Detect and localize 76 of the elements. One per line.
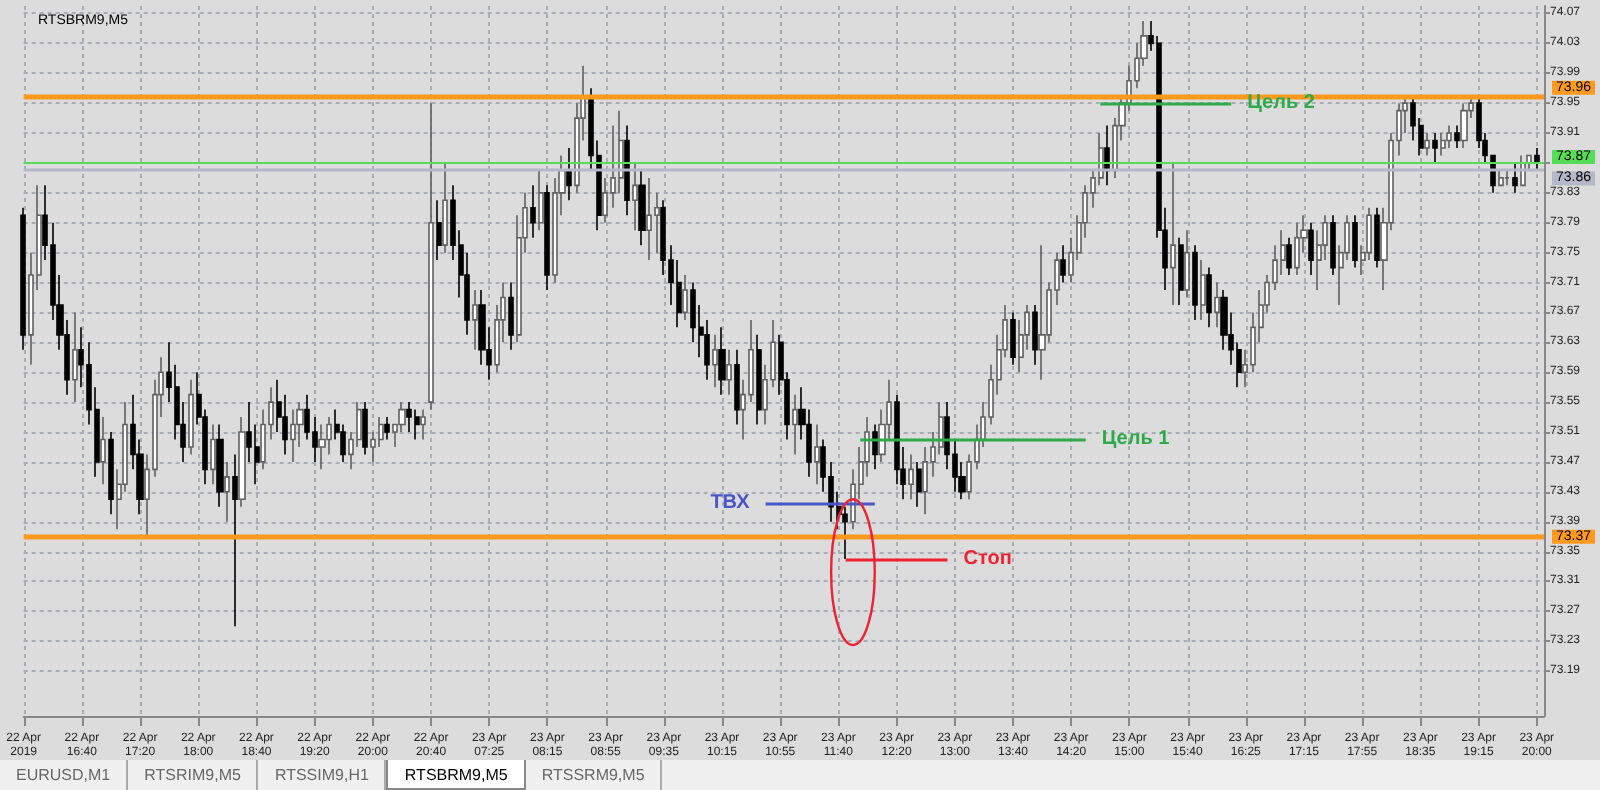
candlestick xyxy=(384,416,390,441)
candlestick xyxy=(718,326,726,396)
candlestick xyxy=(1200,259,1206,321)
candlestick xyxy=(624,124,630,217)
candlestick xyxy=(1432,132,1438,164)
ref-line-label: ТВХ xyxy=(710,492,751,514)
candlestick xyxy=(1534,147,1540,172)
candlestick xyxy=(734,348,740,426)
candlestick xyxy=(712,334,718,388)
text: RTSRIM9,M5 xyxy=(128,760,259,790)
candlestick xyxy=(210,423,216,486)
candlestick xyxy=(1440,132,1446,157)
candlestick xyxy=(638,169,646,246)
text: RTSBRM9,M5 xyxy=(386,760,526,790)
candlestick xyxy=(436,199,442,261)
candlestick xyxy=(646,177,652,261)
candlestick xyxy=(814,423,820,486)
candlestick xyxy=(756,334,762,426)
candlestick xyxy=(224,461,230,523)
candlestick xyxy=(1424,132,1430,157)
candlestick xyxy=(216,423,224,508)
candlestick xyxy=(1460,102,1468,149)
candlestick xyxy=(1446,124,1452,149)
text: RTSSRM9,M5 xyxy=(525,760,663,790)
candlestick xyxy=(414,408,420,441)
candlestick xyxy=(188,378,194,456)
candlestick xyxy=(538,169,544,232)
text: EURUSD,M1 xyxy=(0,760,129,790)
candlestick xyxy=(682,274,688,321)
candlestick xyxy=(1294,221,1300,276)
candlestick xyxy=(442,162,448,254)
candlestick xyxy=(1454,124,1460,149)
candlestick xyxy=(544,184,550,291)
ref-line-label: Стоп xyxy=(963,548,1012,571)
candlestick xyxy=(1032,304,1038,366)
candlestick xyxy=(1330,214,1336,276)
candlestick xyxy=(420,408,426,441)
candlestick xyxy=(632,162,638,232)
candlestick xyxy=(362,401,368,456)
candlestick xyxy=(566,147,572,202)
candlestick xyxy=(406,401,412,433)
candlestick xyxy=(108,431,114,516)
candlestick xyxy=(916,461,922,508)
candlestick xyxy=(508,281,514,351)
candlestick xyxy=(290,408,296,463)
candlestick xyxy=(1192,244,1198,321)
candlestick xyxy=(20,206,26,351)
candlestick xyxy=(1178,236,1184,306)
candlestick xyxy=(1170,162,1176,306)
ref-line-label: Цель 1 xyxy=(1101,428,1171,451)
ref-line-label: Цель 2 xyxy=(1247,92,1316,115)
candlestick xyxy=(318,423,326,471)
candlestick xyxy=(1010,311,1016,366)
candlestick xyxy=(792,393,798,456)
candlestick xyxy=(1308,221,1314,276)
candlestick xyxy=(1374,206,1380,269)
candlestick xyxy=(100,416,106,486)
candlestick xyxy=(1104,124,1110,187)
candlestick xyxy=(1038,244,1046,381)
candlestick xyxy=(238,416,246,508)
candlestick xyxy=(472,289,478,351)
candlestick xyxy=(1512,162,1518,194)
candlestick xyxy=(1352,214,1358,269)
candlestick xyxy=(232,453,238,628)
candlestick xyxy=(1498,169,1504,187)
candlestick xyxy=(1060,244,1066,284)
candlestick xyxy=(1504,169,1510,187)
candlestick xyxy=(726,348,732,396)
candlestick xyxy=(530,184,536,239)
candlestick xyxy=(1184,229,1190,299)
candlestick xyxy=(1206,266,1212,329)
candlestick xyxy=(908,453,914,501)
candlestick xyxy=(72,311,78,403)
candlestick xyxy=(1286,236,1292,276)
candlestick xyxy=(1214,281,1220,329)
text: RTSSIM9,H1 xyxy=(258,760,387,790)
